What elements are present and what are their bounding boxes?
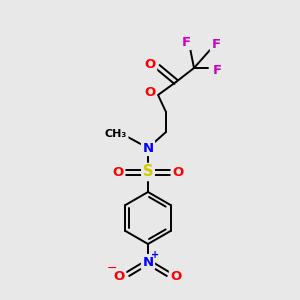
Text: O: O — [144, 86, 156, 100]
Text: O: O — [144, 58, 156, 71]
Text: O: O — [170, 271, 182, 284]
Text: CH₃: CH₃ — [105, 129, 127, 139]
Text: F: F — [212, 38, 220, 52]
Text: F: F — [212, 64, 222, 76]
Text: O: O — [172, 166, 184, 178]
Text: N: N — [142, 142, 154, 154]
Text: S: S — [143, 164, 153, 179]
Text: O: O — [113, 271, 124, 284]
Text: +: + — [151, 250, 159, 260]
Text: N: N — [142, 256, 154, 268]
Text: −: − — [107, 262, 117, 275]
Text: F: F — [182, 35, 190, 49]
Text: O: O — [112, 166, 124, 178]
